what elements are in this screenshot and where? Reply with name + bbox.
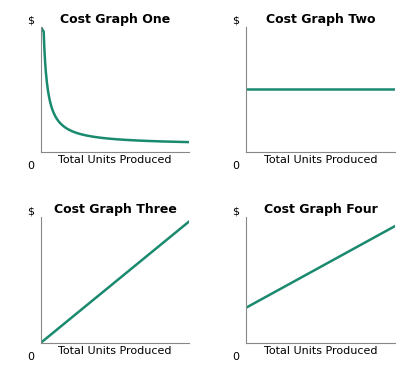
- Title: Cost Graph Three: Cost Graph Three: [54, 203, 177, 216]
- Text: $: $: [27, 206, 34, 216]
- Title: Cost Graph One: Cost Graph One: [60, 13, 170, 26]
- Text: 0: 0: [27, 161, 34, 171]
- X-axis label: Total Units Produced: Total Units Produced: [58, 346, 172, 356]
- Text: 0: 0: [27, 352, 34, 362]
- Text: 0: 0: [232, 161, 239, 171]
- Text: $: $: [232, 15, 239, 26]
- X-axis label: Total Units Produced: Total Units Produced: [264, 346, 377, 356]
- Text: $: $: [232, 206, 239, 216]
- Text: 0: 0: [232, 352, 239, 362]
- X-axis label: Total Units Produced: Total Units Produced: [264, 155, 377, 165]
- Title: Cost Graph Four: Cost Graph Four: [263, 203, 377, 216]
- X-axis label: Total Units Produced: Total Units Produced: [58, 155, 172, 165]
- Title: Cost Graph Two: Cost Graph Two: [266, 13, 375, 26]
- Text: $: $: [27, 15, 34, 26]
